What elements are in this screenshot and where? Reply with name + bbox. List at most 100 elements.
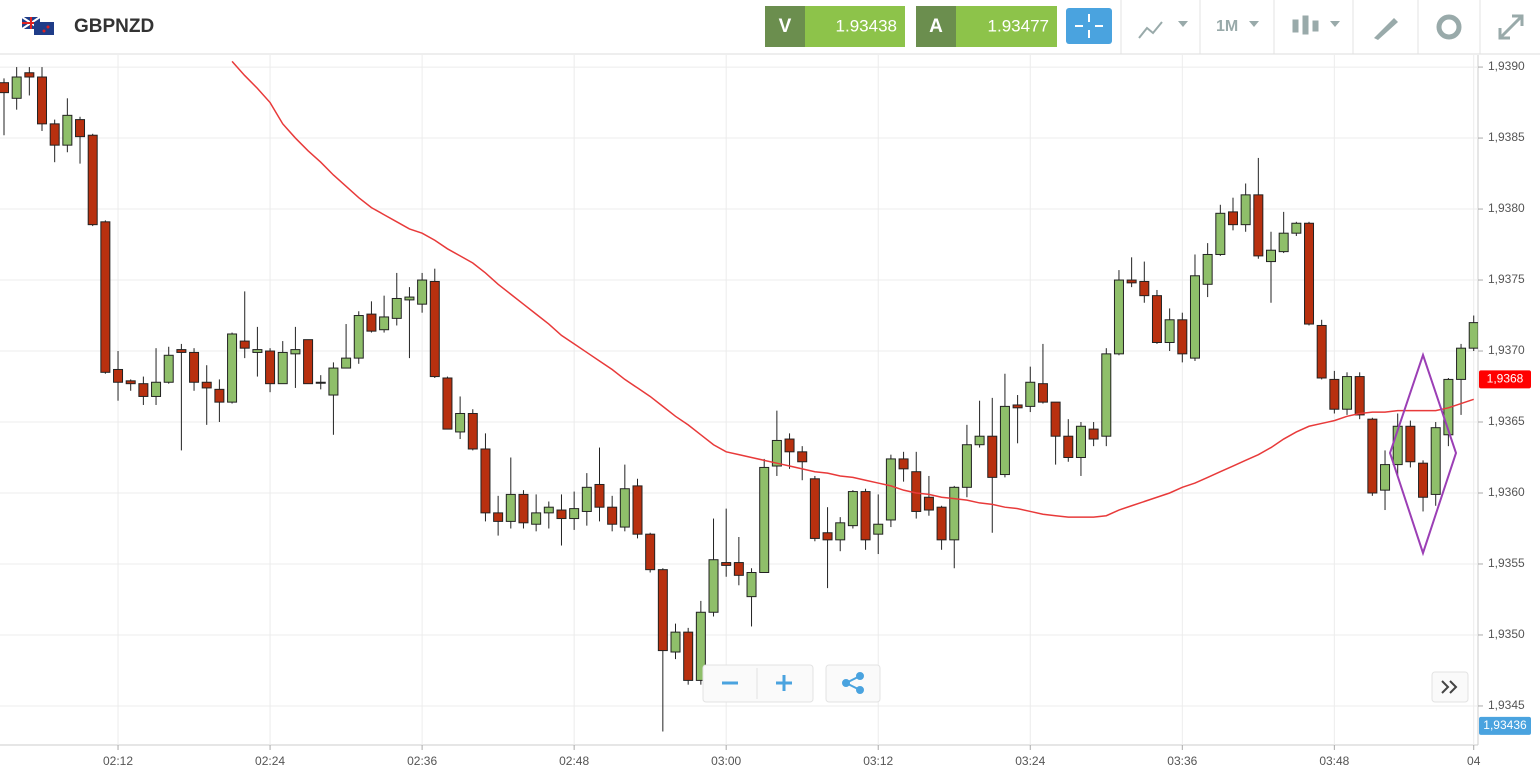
candle-body bbox=[797, 451, 808, 463]
candle-body bbox=[847, 491, 858, 527]
candle-body bbox=[1101, 353, 1112, 437]
candle-body bbox=[1342, 376, 1353, 410]
candle-body bbox=[100, 221, 111, 373]
candle-body bbox=[277, 351, 288, 385]
candle-body bbox=[1126, 279, 1137, 284]
candle-body bbox=[1266, 249, 1276, 263]
candle-body bbox=[949, 486, 960, 541]
candle-body bbox=[759, 466, 770, 573]
candle-body bbox=[721, 562, 732, 566]
y-tick-label: 1,9390 bbox=[1488, 59, 1525, 73]
scroll-end-button[interactable] bbox=[1431, 671, 1469, 703]
candle-body bbox=[151, 381, 162, 397]
candle-body bbox=[176, 349, 187, 353]
sell-button[interactable]: V 1.93438 bbox=[765, 6, 905, 47]
candle-body bbox=[1354, 376, 1365, 416]
candle-body bbox=[683, 631, 694, 681]
timeframe: 1M bbox=[1216, 18, 1238, 35]
sell-price: 1.93438 bbox=[836, 16, 897, 35]
x-tick-label: 02:12 bbox=[103, 754, 133, 768]
candle-body bbox=[113, 368, 124, 383]
buy-label: A bbox=[929, 16, 943, 37]
y-tick-label: 1,9385 bbox=[1488, 130, 1525, 144]
candle-body bbox=[341, 357, 352, 369]
candle-body bbox=[1304, 222, 1315, 325]
price-tag-label: 1,93436 bbox=[1483, 718, 1527, 732]
candle-body bbox=[809, 478, 820, 539]
candle-body bbox=[404, 296, 415, 301]
zoom-controls bbox=[702, 664, 881, 703]
candle-body bbox=[936, 506, 947, 541]
candle-body bbox=[239, 340, 250, 349]
x-tick-label: 04 bbox=[1467, 754, 1481, 768]
candle-body bbox=[974, 435, 985, 446]
candle-body bbox=[961, 444, 972, 488]
candle-body bbox=[201, 381, 212, 389]
zoom-in-button[interactable] bbox=[776, 675, 792, 691]
candle-body bbox=[1012, 404, 1023, 409]
candle-body bbox=[1367, 418, 1378, 494]
candle-body bbox=[1418, 462, 1429, 498]
price-tag bbox=[1479, 716, 1531, 735]
y-tick-label: 1,9375 bbox=[1488, 272, 1525, 286]
candle-body bbox=[594, 483, 605, 508]
candle-body bbox=[1240, 194, 1251, 226]
x-tick-label: 03:48 bbox=[1319, 754, 1349, 768]
y-tick-label: 1,9365 bbox=[1488, 414, 1525, 428]
candle-body bbox=[138, 383, 149, 397]
drawing-tool-button[interactable] bbox=[1374, 18, 1398, 40]
candle-body bbox=[467, 412, 478, 450]
x-tick-label: 03:00 bbox=[711, 754, 741, 768]
chart-type-button[interactable] bbox=[1138, 21, 1188, 39]
candle-body bbox=[480, 448, 491, 514]
candle-body bbox=[987, 435, 998, 478]
candle-body bbox=[442, 377, 453, 430]
candle-body bbox=[1316, 324, 1327, 379]
y-tick-label: 1,9370 bbox=[1488, 343, 1525, 357]
candle-body bbox=[1113, 279, 1124, 355]
candle-body bbox=[391, 297, 402, 319]
candle-body bbox=[214, 388, 225, 403]
candle-body bbox=[87, 134, 98, 226]
candle-body bbox=[1025, 381, 1036, 407]
candle-body bbox=[328, 367, 339, 396]
candle-body bbox=[125, 380, 136, 385]
timeframe-button[interactable]: 1M bbox=[1216, 18, 1259, 35]
candle-body bbox=[353, 315, 364, 359]
y-tick-label: 1,9380 bbox=[1488, 201, 1525, 215]
candle-body bbox=[1227, 211, 1238, 226]
axes: 1,9345 1,9350 1,9355 1,9360 1,9365 1,9370 1,93… bbox=[103, 59, 1531, 768]
price-tag-label: 1,9368 bbox=[1487, 372, 1524, 386]
candle-body bbox=[1380, 464, 1391, 491]
candle-body bbox=[0, 82, 9, 94]
candle-body bbox=[771, 439, 782, 467]
settings-button[interactable] bbox=[1436, 14, 1462, 40]
candle-body bbox=[1456, 347, 1467, 380]
diamond-annotation bbox=[1388, 351, 1458, 557]
candle-body bbox=[24, 72, 35, 78]
crosshair-button[interactable] bbox=[1066, 8, 1112, 44]
buy-button[interactable]: A 1.93477 bbox=[916, 6, 1057, 47]
candle-body bbox=[62, 114, 73, 146]
candle-body bbox=[784, 438, 795, 453]
candle-body bbox=[708, 559, 719, 613]
candle-body bbox=[645, 533, 656, 571]
candle-body bbox=[37, 76, 48, 125]
share-button[interactable] bbox=[842, 672, 864, 694]
candle-body bbox=[1468, 322, 1478, 349]
candle-body bbox=[733, 562, 744, 576]
candle-body bbox=[366, 313, 377, 332]
y-tick-label: 1,9355 bbox=[1488, 556, 1525, 570]
candle-body bbox=[1202, 253, 1213, 285]
candle-style-button[interactable] bbox=[1292, 15, 1340, 35]
candle-body bbox=[1278, 232, 1289, 253]
x-tick-label: 02:48 bbox=[559, 754, 589, 768]
fullscreen-button[interactable] bbox=[1498, 14, 1524, 40]
buy-price: 1.93477 bbox=[988, 16, 1049, 35]
candle-body bbox=[1253, 194, 1264, 257]
candle-body bbox=[632, 485, 643, 535]
candle-body bbox=[923, 496, 934, 511]
candle-body bbox=[746, 572, 757, 598]
candle-body bbox=[227, 333, 238, 403]
candle-body bbox=[581, 486, 592, 512]
